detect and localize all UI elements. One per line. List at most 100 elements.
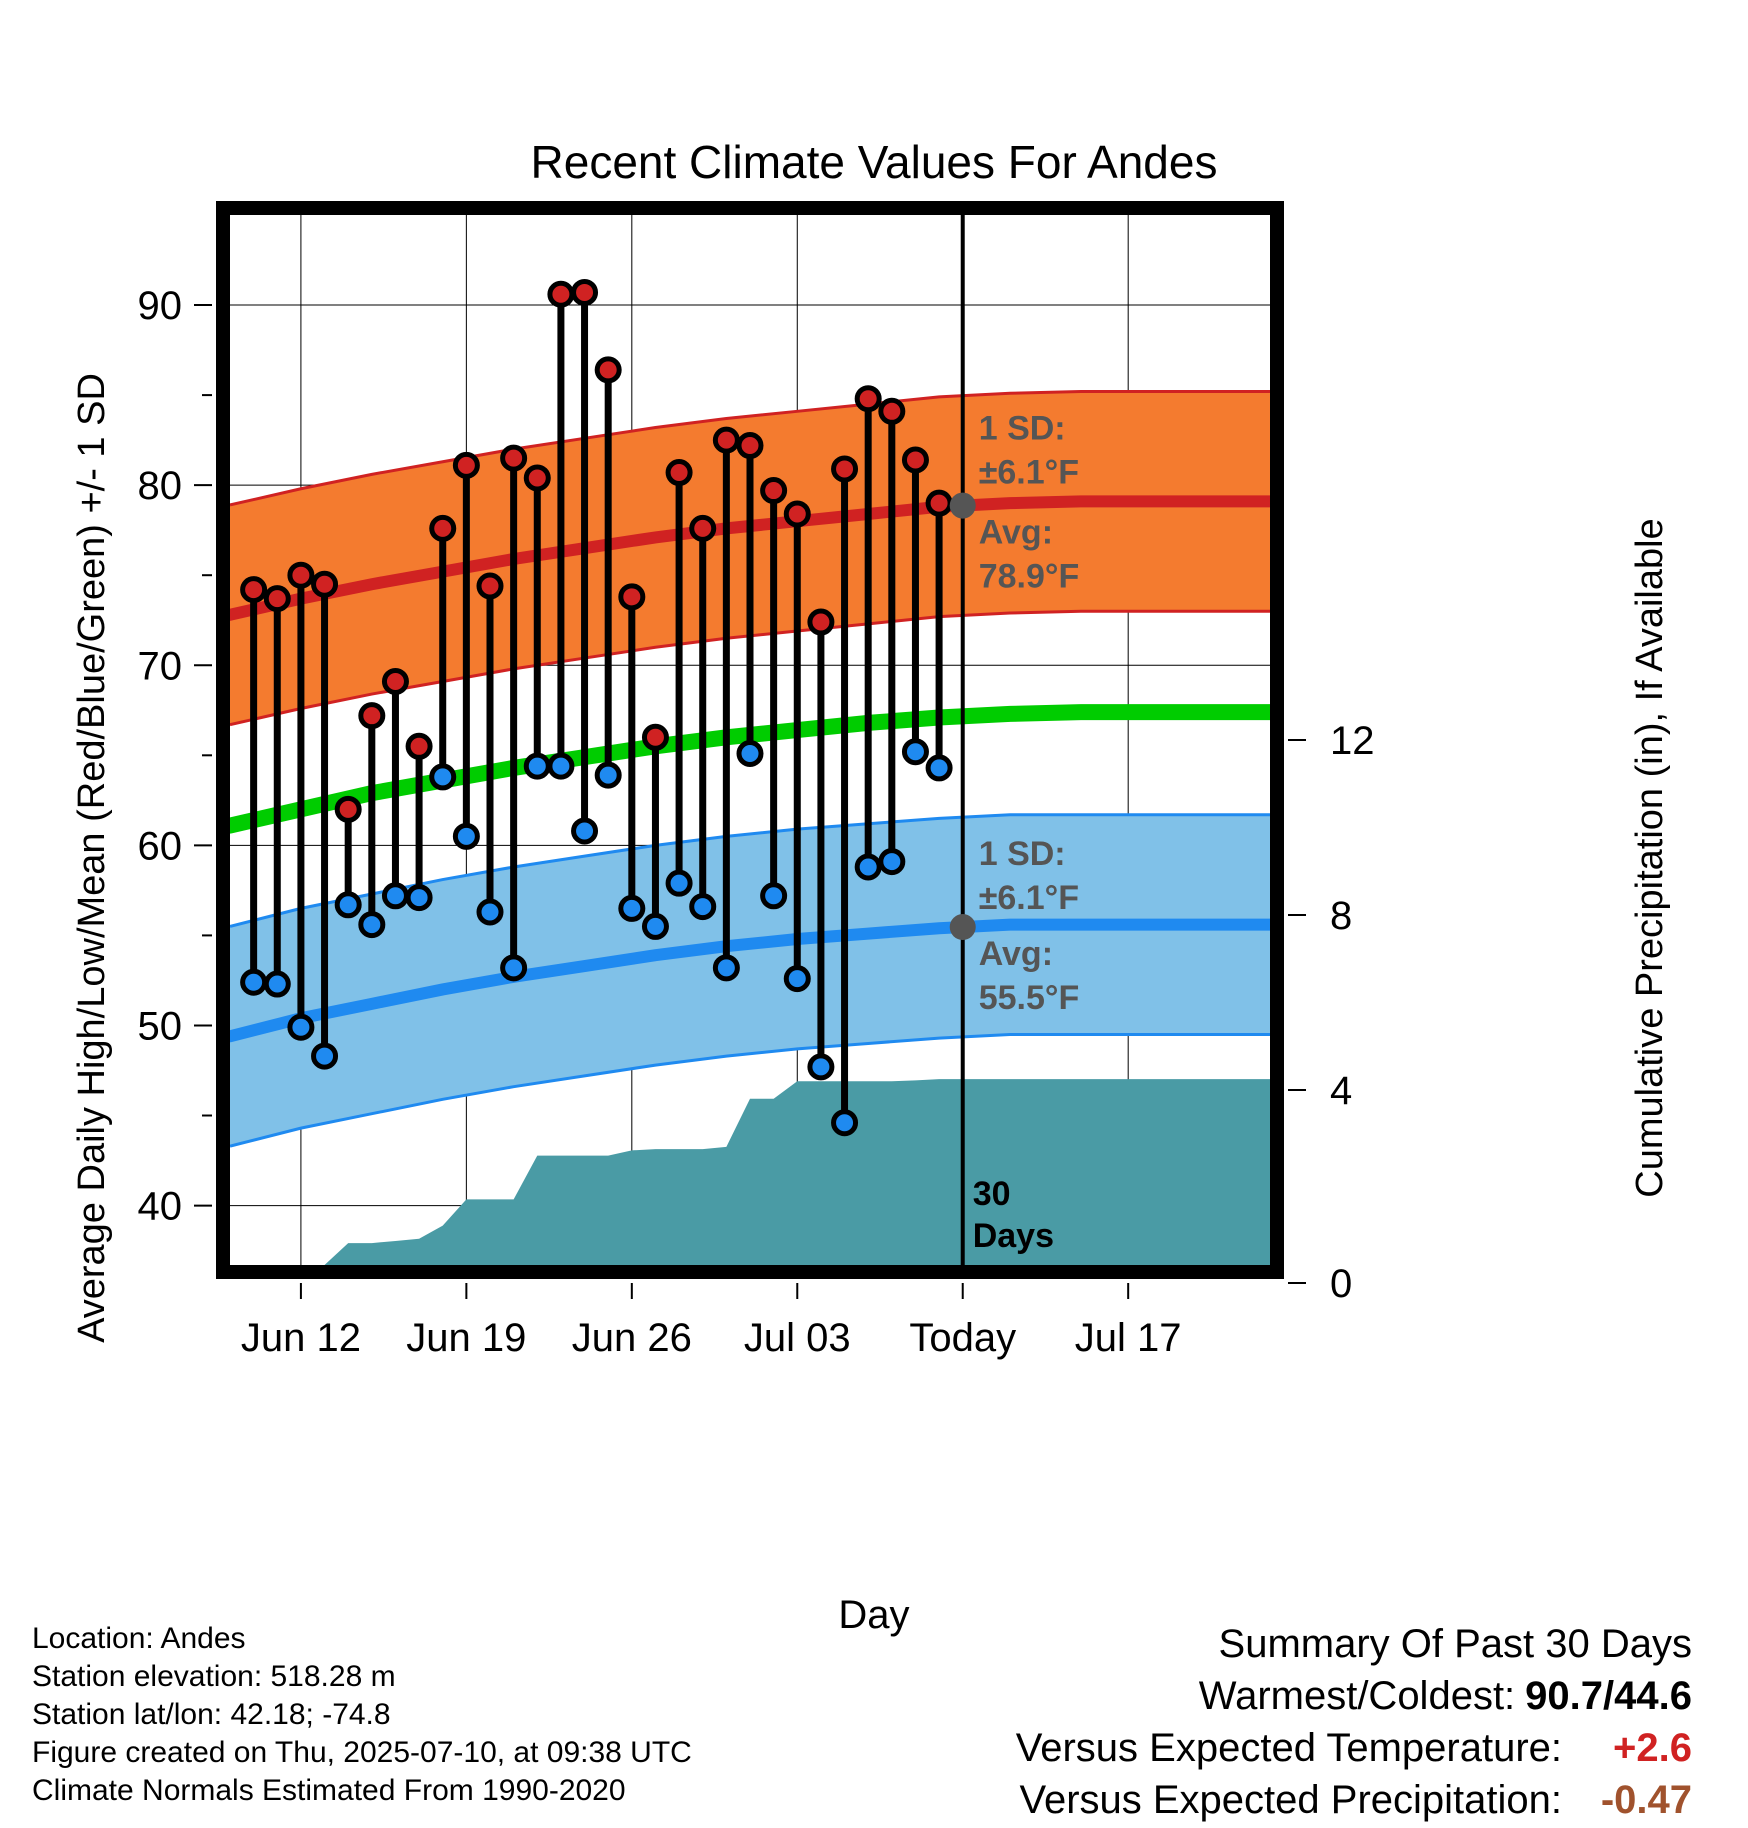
high-sd-value: ±6.1°F xyxy=(979,454,1079,492)
obs-low-point xyxy=(523,752,551,780)
obs-high-point xyxy=(547,280,575,308)
latlon-text: Station lat/lon: 42.18; -74.8 xyxy=(32,1698,391,1731)
plot-area: 1 SD: ±6.1°F Avg: 78.9°F 1 SD: ±6.1°F Avg: 55.5… xyxy=(138,201,1375,1360)
station-info: Location: Andes Station elevation: 518.2… xyxy=(32,1620,692,1810)
precip-row: Versus Expected Precipitation: -0.47 xyxy=(1016,1774,1692,1826)
obs-high-point xyxy=(476,572,504,600)
obs-high-point xyxy=(287,561,315,589)
obs-high-point xyxy=(571,278,599,306)
summary-title: Summary Of Past 30 Days xyxy=(1218,1622,1692,1666)
y-axis-label: Average Daily High/Low/Mean (Red/Blue/Gr… xyxy=(71,373,113,1343)
obs-high-point xyxy=(878,397,906,425)
y-tick-label: 70 xyxy=(138,644,183,688)
x-tick-label: Jun 19 xyxy=(406,1316,526,1360)
obs-low-point xyxy=(665,869,693,897)
y2-tick-label: 8 xyxy=(1330,894,1352,938)
obs-low-point xyxy=(405,884,433,912)
chart-title: Recent Climate Values For Andes xyxy=(531,136,1218,188)
obs-high-point xyxy=(240,576,268,604)
warm-cold-label: Warmest/Coldest: xyxy=(1198,1674,1516,1718)
obs-low-point xyxy=(901,738,929,766)
location-text: Location: Andes xyxy=(32,1622,246,1655)
high-avg-label: Avg: xyxy=(979,514,1053,552)
y-tick-label: 90 xyxy=(138,284,183,328)
obs-high-point xyxy=(854,385,882,413)
obs-low-point xyxy=(263,970,291,998)
obs-high-point xyxy=(405,732,433,760)
warm-cold-row: Warmest/Coldest: 90.7/44.6 xyxy=(1016,1670,1692,1722)
obs-low-point xyxy=(925,754,953,782)
obs-low-point xyxy=(807,1053,835,1081)
temp-row: Versus Expected Temperature: +2.6 xyxy=(1016,1722,1692,1774)
x-tick-label: Jun 12 xyxy=(241,1316,361,1360)
plot-frame xyxy=(216,201,1284,1279)
obs-high-point xyxy=(760,477,788,505)
created-text: Figure created on Thu, 2025-07-10, at 09… xyxy=(32,1736,692,1769)
obs-low-point xyxy=(311,1042,339,1070)
x-tick-label: Today xyxy=(909,1316,1016,1360)
summary-panel: Summary Of Past 30 Days Warmest/Coldest:… xyxy=(1016,1618,1692,1826)
low-avg-value: 55.5°F xyxy=(979,979,1080,1017)
y2-tick-label: 4 xyxy=(1330,1069,1352,1113)
today-low-avg-marker xyxy=(949,914,976,941)
days-label: Days xyxy=(973,1217,1054,1255)
x-tick-label: Jul 17 xyxy=(1075,1316,1182,1360)
temp-value: +2.6 xyxy=(1613,1726,1692,1770)
x-axis-label: Day xyxy=(838,1593,909,1637)
obs-low-point xyxy=(689,893,717,921)
precip-value: -0.47 xyxy=(1600,1778,1692,1822)
mean-line xyxy=(230,704,1270,834)
obs-high-point xyxy=(311,570,339,598)
obs-high-point xyxy=(641,723,669,751)
high-sd-label: 1 SD: xyxy=(979,410,1066,448)
obs-low-point xyxy=(476,898,504,926)
obs-low-point xyxy=(381,882,409,910)
obs-low-point xyxy=(854,853,882,881)
today-high-avg-marker xyxy=(949,492,976,519)
low-normal-band-upper-edge xyxy=(230,813,1270,928)
obs-high-point xyxy=(807,608,835,636)
obs-low-point xyxy=(878,848,906,876)
obs-low-point xyxy=(287,1013,315,1041)
obs-low-point xyxy=(736,740,764,768)
obs-low-point xyxy=(429,763,457,791)
low-normal-band-lower-edge xyxy=(230,1032,1270,1148)
obs-low-point xyxy=(831,1109,859,1137)
obs-low-point xyxy=(500,954,528,982)
obs-high-point xyxy=(594,356,622,384)
elevation-text: Station elevation: 518.28 m xyxy=(32,1660,396,1693)
precip-area xyxy=(324,1079,1270,1265)
x-tick-label: Jun 26 xyxy=(572,1316,692,1360)
obs-high-point xyxy=(523,464,551,492)
obs-high-point xyxy=(358,702,386,730)
y-tick-label: 40 xyxy=(138,1185,183,1229)
normals-text: Climate Normals Estimated From 1990-2020 xyxy=(32,1774,626,1807)
low-sd-label: 1 SD: xyxy=(979,835,1066,873)
obs-low-point xyxy=(358,911,386,939)
obs-low-point xyxy=(547,752,575,780)
precip-label: Versus Expected Precipitation: xyxy=(1019,1778,1562,1822)
obs-high-point xyxy=(712,426,740,454)
obs-high-point xyxy=(452,451,480,479)
low-avg-label: Avg: xyxy=(979,935,1053,973)
warm-cold-value: 90.7/44.6 xyxy=(1525,1674,1692,1718)
obs-high-point xyxy=(689,514,717,542)
high-avg-value: 78.9°F xyxy=(979,558,1080,596)
y-tick-label: 60 xyxy=(138,824,183,868)
obs-low-point xyxy=(240,968,268,996)
obs-low-point xyxy=(760,882,788,910)
obs-high-point xyxy=(665,459,693,487)
obs-low-point xyxy=(571,817,599,845)
obs-low-point xyxy=(783,965,811,993)
obs-low-point xyxy=(641,912,669,940)
y-tick-label: 80 xyxy=(138,464,183,508)
obs-high-point xyxy=(925,489,953,517)
obs-low-point xyxy=(618,894,646,922)
obs-high-point xyxy=(831,455,859,483)
obs-low-point xyxy=(594,761,622,789)
y-tick-label: 50 xyxy=(138,1004,183,1048)
y2-axis-label: Cumulative Precipitation (in), If Availa… xyxy=(1629,518,1671,1197)
obs-high-point xyxy=(334,795,362,823)
high-normal-band-upper-edge xyxy=(230,390,1270,507)
